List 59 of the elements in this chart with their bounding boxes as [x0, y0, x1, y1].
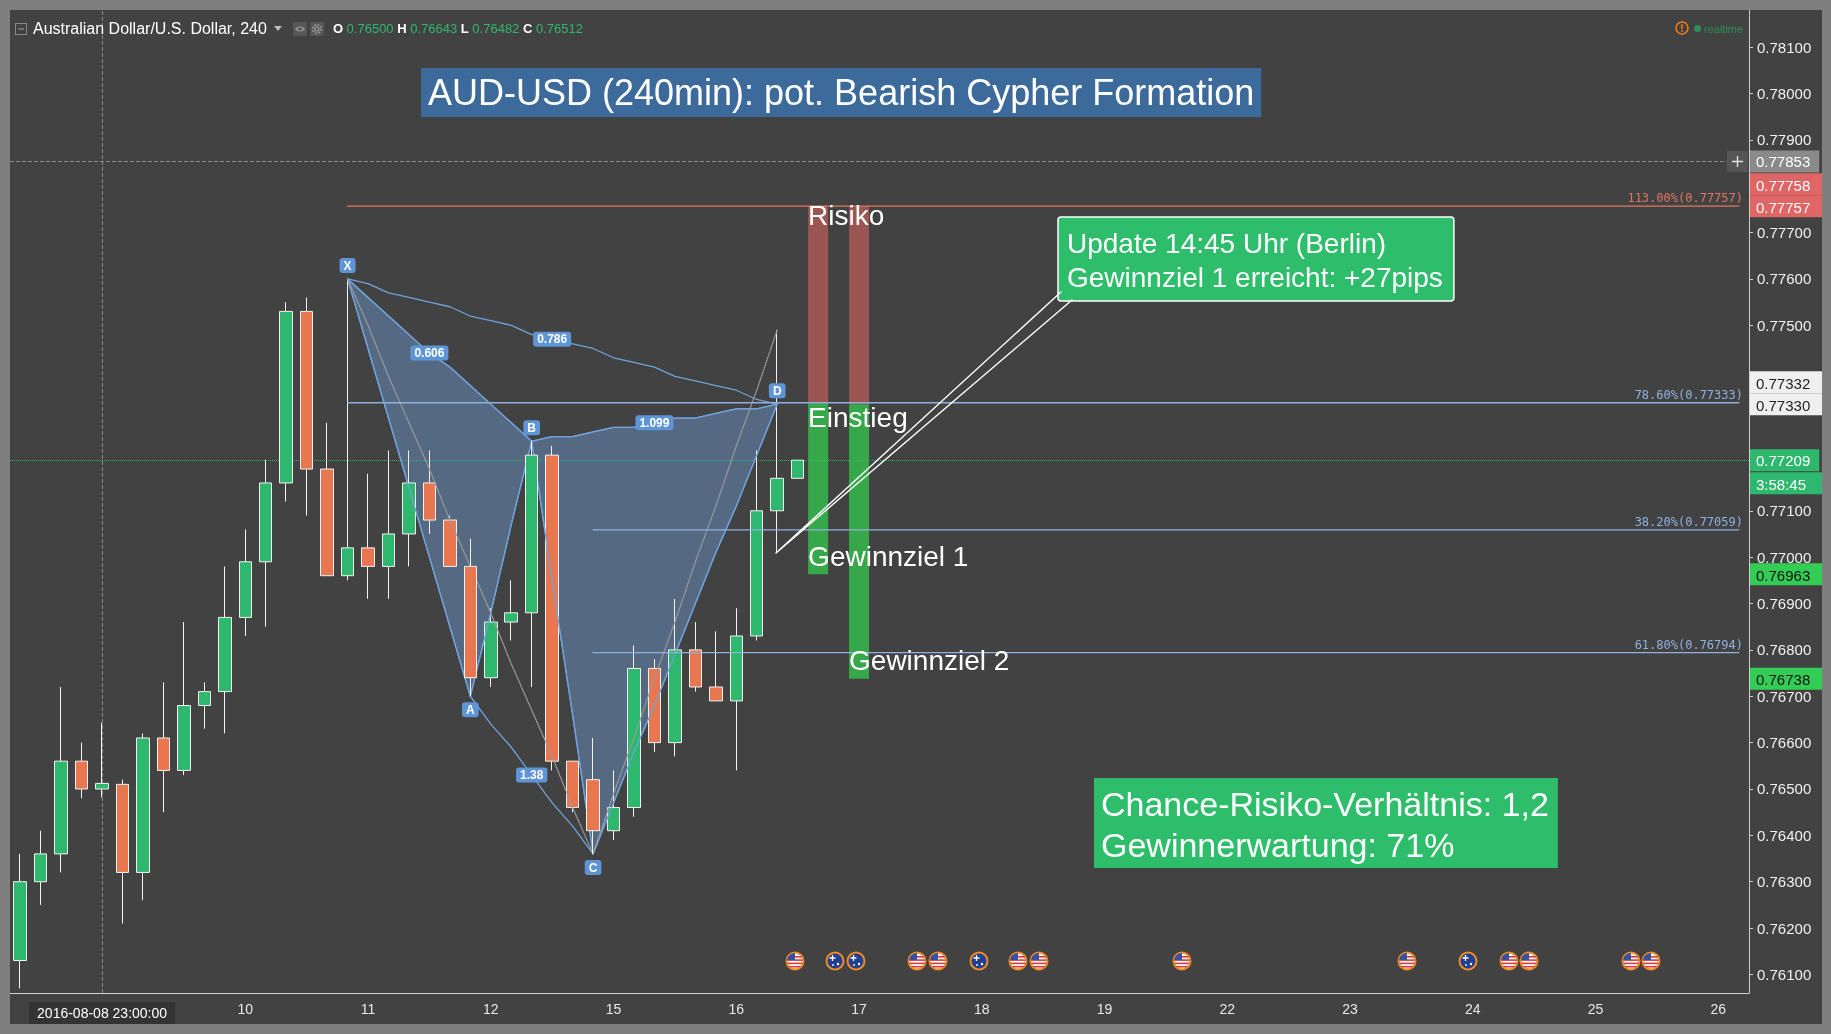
- y-tick-label: 0.76100: [1757, 965, 1812, 983]
- text: 0.77758: [1756, 176, 1811, 194]
- x-tick-label: 17: [851, 1001, 868, 1017]
- x-tick-label: 24: [1465, 1001, 1481, 1017]
- annotation: Gewinnziel 1: [808, 540, 969, 572]
- ref-line-label: 0.77209: [1756, 451, 1811, 469]
- x-tick-label: 23: [1342, 1001, 1359, 1017]
- annotation: Einstieg: [808, 401, 908, 433]
- series-label: 38.20%(0.77059): [1634, 514, 1743, 529]
- x-tick-label: 18: [974, 1001, 990, 1017]
- x-tick-label: 26: [1710, 1001, 1727, 1017]
- y-tick-label: 0.78100: [1757, 38, 1812, 56]
- data-label: B: [527, 421, 537, 436]
- y-tick-label: 0.76300: [1757, 873, 1812, 891]
- y-tick-label: 0.77500: [1757, 316, 1812, 334]
- text: AUD-USD (240min): pot. Bearish Cypher Formation: [428, 71, 1255, 113]
- y-tick-label: 0.76700: [1757, 687, 1812, 705]
- text: Australian Dollar/U.S. Dollar, 240: [33, 20, 267, 37]
- y-tick-label: 0.76400: [1757, 826, 1812, 844]
- text: 0.76738: [1756, 671, 1811, 689]
- text: 0.77332: [1756, 374, 1811, 392]
- text: 0.77330: [1756, 396, 1811, 414]
- x-tick-label: 15: [605, 1001, 622, 1017]
- annotation: Chance-Risiko-Verhältnis: 1,2 Gewinnerwartung: 71%: [1101, 784, 1549, 864]
- x-tick-label: 19: [1096, 1001, 1113, 1017]
- x-tick-label: 10: [237, 1001, 254, 1017]
- annotation: O 0.76500 H 0.76643 L 0.76482 C 0.76512: [332, 21, 583, 36]
- x-tick-label: 22: [1219, 1001, 1236, 1017]
- x-tick-label: 2016-08-08 23:00:00: [37, 1005, 168, 1021]
- y-tick-label: 0.76600: [1757, 734, 1812, 752]
- x-tick-label: 25: [1587, 1001, 1604, 1017]
- text: 0.76963: [1756, 566, 1811, 584]
- ref-line-label: 0.77853: [1756, 153, 1811, 171]
- data-label: X: [343, 258, 352, 273]
- annotation: Risiko: [808, 200, 885, 232]
- y-tick-label: 0.78000: [1757, 84, 1812, 102]
- x-tick-label: 12: [482, 1001, 499, 1017]
- text: 0.77757: [1756, 198, 1811, 216]
- data-label: A: [465, 703, 475, 718]
- y-tick-label: 0.76200: [1757, 919, 1812, 937]
- x-tick-label: 11: [360, 1001, 376, 1017]
- y-tick-label: 0.76500: [1757, 780, 1812, 798]
- y-tick-label: 0.77100: [1757, 502, 1812, 520]
- data-label: C: [588, 860, 598, 875]
- annotation: Gewinnziel 2: [849, 645, 1010, 677]
- y-tick-label: 0.77900: [1757, 131, 1812, 149]
- y-tick-label: 0.77700: [1757, 224, 1812, 242]
- annotation: realtime: [1704, 22, 1744, 35]
- y-tick-label: 0.76800: [1757, 641, 1812, 659]
- y-tick-label: 0.76900: [1757, 595, 1812, 613]
- y-tick-label: 0.77600: [1757, 270, 1812, 288]
- x-tick-label: 16: [728, 1001, 745, 1017]
- annotation: Update 14:45 Uhr (Berlin) Gewinnziel 1 erreicht: +27pips: [1067, 227, 1443, 293]
- series-label: 78.60%(0.77333): [1634, 387, 1743, 402]
- text: 3:58:45: [1756, 475, 1807, 493]
- y-tick-label: 0.77000: [1757, 548, 1812, 566]
- series-label: 113.00%(0.77757): [1627, 191, 1743, 206]
- series-label: 61.80%(0.76794): [1634, 637, 1743, 652]
- data-label: D: [772, 384, 782, 399]
